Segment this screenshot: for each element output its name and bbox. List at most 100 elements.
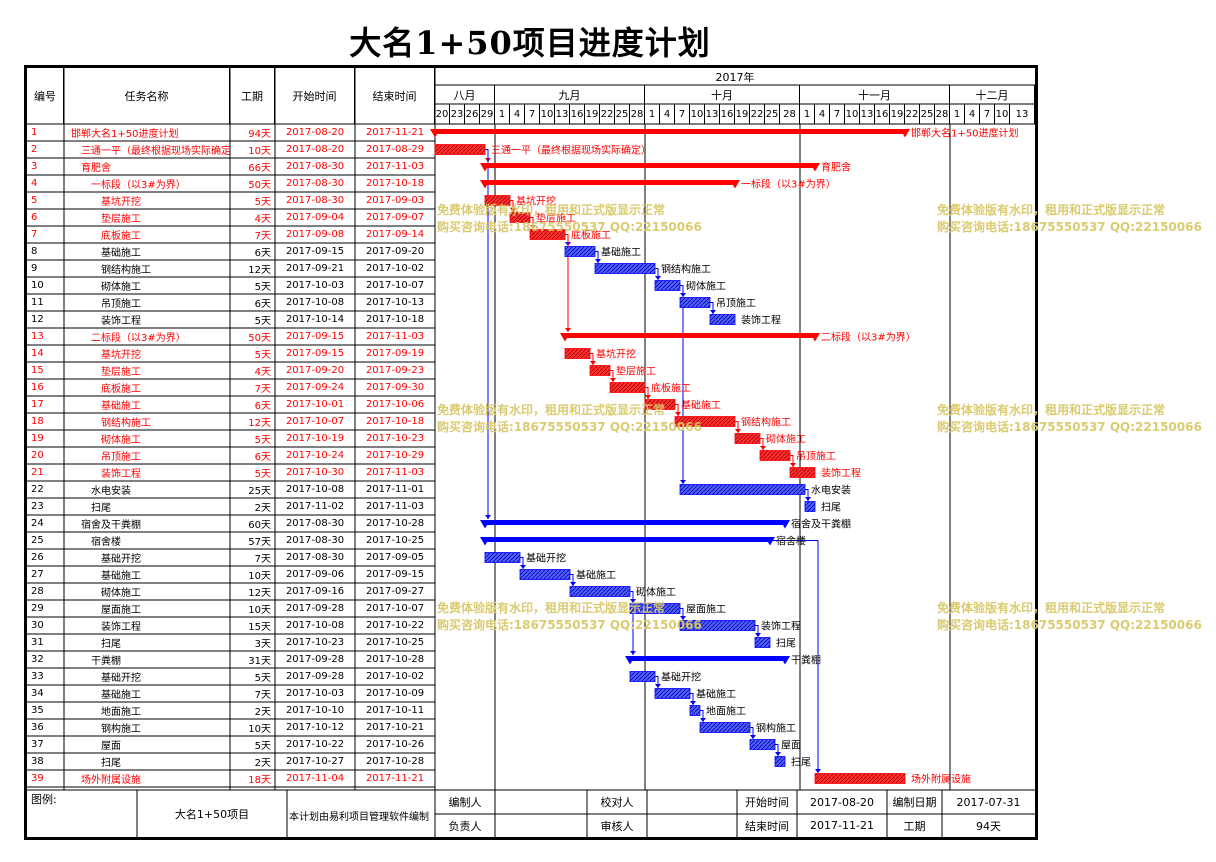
task-id: 12	[31, 314, 44, 325]
task-duration: 31天	[248, 656, 271, 667]
task-name: 基坑开挖	[101, 197, 141, 208]
task-id: 20	[31, 450, 44, 461]
dependency-link	[485, 149, 489, 519]
task-end: 2017-11-01	[365, 484, 425, 495]
table-row: 7 底板施工 7天 2017-09-08 2017-09-14	[27, 226, 435, 243]
task-name: 钢构施工	[101, 724, 141, 735]
task-end: 2017-10-29	[365, 450, 425, 461]
task-name: 扫尾	[91, 503, 111, 514]
table-row: 33 基础开挖 5天 2017-09-28 2017-10-02	[27, 668, 435, 685]
task-bar-label: 宿舍楼	[776, 535, 806, 548]
task-bar	[749, 739, 776, 750]
task-bar	[654, 688, 691, 699]
dependency-arrow	[680, 293, 686, 297]
day-header: 10	[845, 104, 860, 124]
task-name: 吊顶施工	[101, 299, 141, 310]
task-id: 5	[31, 195, 38, 206]
gantt-frame: 编号 任务名称 工期 开始时间 结束时间 2017年 八月 九月 十月 十一月 十二月 …	[24, 65, 1202, 840]
task-duration: 94天	[248, 129, 271, 140]
dependency-arrow	[565, 328, 571, 332]
summary-bar-cap	[900, 129, 910, 138]
task-id: 28	[31, 586, 44, 597]
task-bar	[814, 773, 906, 784]
task-start: 2017-09-28	[285, 603, 345, 614]
task-duration: 2天	[254, 707, 271, 718]
dependency-arrow	[645, 395, 651, 399]
compiler-label: 编制人	[448, 796, 482, 809]
task-end: 2017-09-30	[365, 382, 425, 393]
task-duration: 18天	[248, 775, 271, 786]
task-id: 26	[31, 552, 44, 563]
task-id: 34	[31, 688, 44, 699]
task-start: 2017-09-21	[285, 263, 345, 274]
task-name: 装饰工程	[101, 469, 141, 480]
task-name: 一标段（以3#为界）	[91, 180, 186, 191]
dependency-arrow	[700, 718, 706, 722]
task-end: 2017-09-03	[365, 195, 425, 206]
task-bar-label: 吊顶施工	[716, 297, 756, 310]
month-header: 十二月	[950, 85, 1035, 104]
month-header: 八月	[435, 85, 495, 104]
task-bar-label: 砌体施工	[686, 280, 726, 293]
task-duration: 25天	[248, 486, 271, 497]
day-header: 4	[965, 104, 980, 124]
task-end: 2017-09-27	[365, 586, 425, 597]
task-bar	[484, 552, 521, 563]
table-row: 17 基础施工 6天 2017-10-01 2017-10-06	[27, 396, 435, 413]
task-bar-label: 底板施工	[571, 229, 611, 242]
day-header: 19	[890, 104, 905, 124]
task-end: 2017-09-05	[365, 552, 425, 563]
task-start: 2017-10-08	[285, 484, 345, 495]
task-duration: 6天	[254, 452, 271, 463]
task-bar-label: 基础施工	[601, 246, 641, 259]
year-header: 2017年	[715, 70, 755, 84]
day-header: 22	[750, 104, 765, 124]
task-bar	[434, 144, 486, 155]
task-bar-label: 基础开挖	[661, 671, 701, 684]
dependency-arrow	[775, 752, 781, 756]
task-start: 2017-10-22	[285, 739, 345, 750]
task-bar-label: 基础施工	[681, 399, 721, 412]
day-header: 7	[980, 104, 995, 124]
footer-project: 大名1+50项目	[174, 807, 250, 821]
task-start: 2017-09-28	[285, 654, 345, 665]
table-row: 35 地面施工 2天 2017-10-10 2017-10-11	[27, 702, 435, 719]
task-duration: 5天	[254, 435, 271, 446]
task-name: 育肥舍	[81, 163, 111, 174]
task-duration: 7天	[254, 554, 271, 565]
footer-software-note: 本计划由易利项目管理软件编制	[289, 811, 429, 823]
task-duration: 12天	[248, 265, 271, 276]
task-name: 钢结构施工	[101, 418, 151, 429]
table-row: 11 吊顶施工 6天 2017-10-08 2017-10-13	[27, 294, 435, 311]
task-start: 2017-10-24	[285, 450, 345, 461]
task-id: 23	[31, 501, 44, 512]
task-end: 2017-10-13	[365, 297, 425, 308]
task-end: 2017-10-22	[365, 620, 425, 631]
task-end: 2017-10-07	[365, 280, 425, 291]
task-start: 2017-11-02	[285, 501, 345, 512]
task-name: 垫层施工	[101, 214, 141, 225]
task-bar	[594, 263, 656, 274]
task-end: 2017-10-18	[365, 314, 425, 325]
table-row: 15 垫层施工 4天 2017-09-20 2017-09-23	[27, 362, 435, 379]
summary-bar	[485, 163, 815, 168]
day-header: 29	[480, 104, 495, 124]
start-label: 开始时间	[745, 796, 789, 809]
dependency-arrow	[485, 515, 491, 519]
task-bar-label: 钢结构施工	[661, 263, 711, 276]
table-row: 18 钢结构施工 12天 2017-10-07 2017-10-18	[27, 413, 435, 430]
task-name: 吊顶施工	[101, 452, 141, 463]
task-start: 2017-09-08	[285, 229, 345, 240]
task-name: 装饰工程	[101, 622, 141, 633]
task-id: 13	[31, 331, 44, 342]
task-bar-label: 垫层施工	[616, 365, 656, 378]
table-row: 39 场外附属设施 18天 2017-11-04 2017-11-21	[27, 770, 435, 787]
task-bar	[629, 671, 656, 682]
task-id: 8	[31, 246, 38, 257]
summary-bar-cap	[560, 333, 570, 342]
summary-bar-cap	[730, 180, 740, 189]
task-name: 邯郸大名1+50进度计划	[71, 129, 179, 140]
task-bar-label: 装饰工程	[741, 314, 781, 327]
task-duration: 6天	[254, 248, 271, 259]
